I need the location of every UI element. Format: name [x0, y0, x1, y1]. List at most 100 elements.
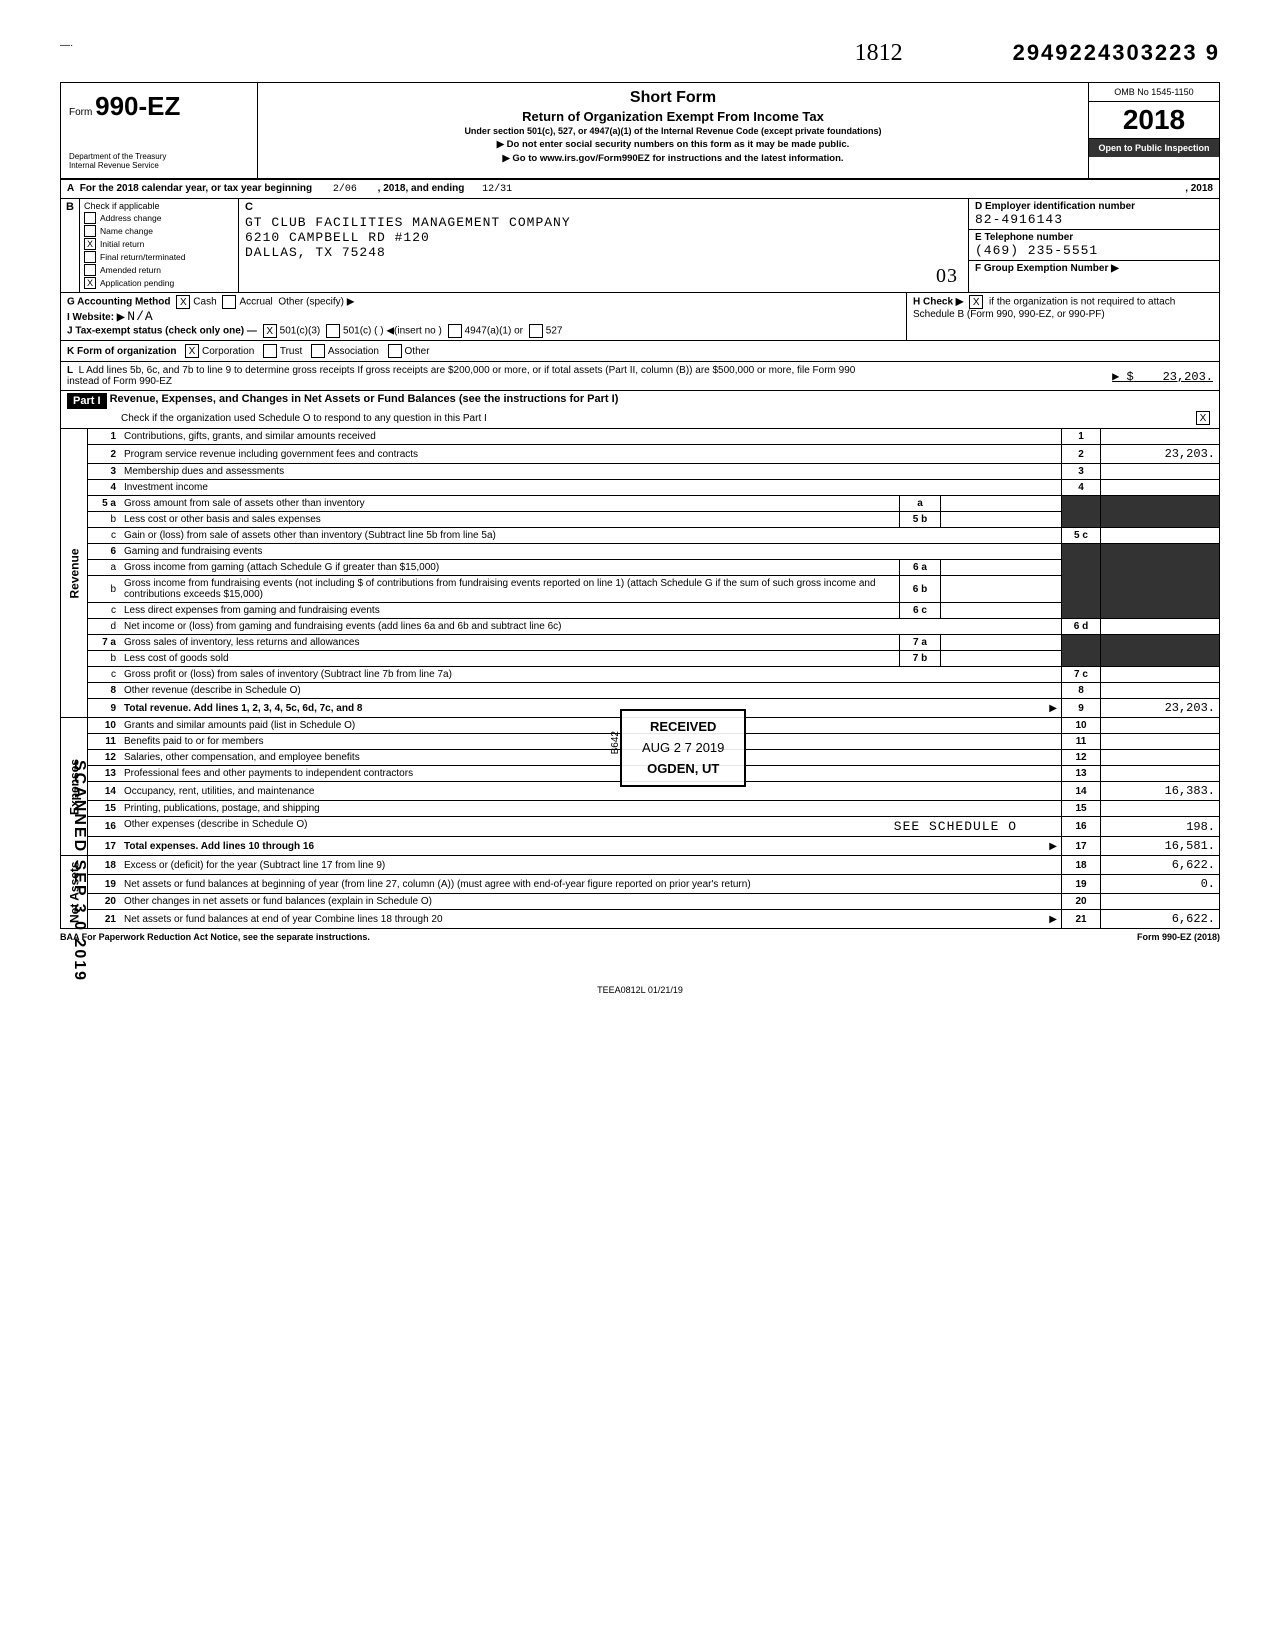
l5ab-shade [1062, 496, 1101, 528]
l21-desc: Net assets or fund balances at end of ye… [124, 914, 443, 925]
l1-no: 1 [88, 429, 121, 445]
part1-title: Revenue, Expenses, and Changes in Net As… [110, 393, 619, 405]
chk-corporation[interactable]: X [185, 344, 199, 358]
l18-no: 18 [88, 856, 121, 875]
l14-no: 14 [88, 782, 121, 801]
label-j: J Tax-exempt status (check only one) — [67, 326, 257, 337]
handwritten-mark: 1812 [855, 40, 903, 67]
lbl-other-method: Other (specify) ▶ [278, 297, 354, 308]
label-c: C [245, 201, 254, 213]
l18-amt: 6,622. [1101, 856, 1220, 875]
l20-amt [1101, 894, 1220, 910]
dln: 2949224303223 9 [1013, 40, 1220, 66]
l4-amt [1101, 480, 1220, 496]
l6b-mid: 6 b [899, 576, 941, 602]
l7c-no: c [88, 667, 121, 683]
chk-amended-return[interactable] [84, 264, 96, 276]
dept-treasury: Department of the Treasury Internal Reve… [69, 152, 249, 170]
chk-association[interactable] [311, 344, 325, 358]
row-k: K Form of organization XCorporation Trus… [60, 341, 1220, 362]
l21-num: 21 [1062, 910, 1101, 929]
main-title: Return of Organization Exempt From Incom… [268, 109, 1078, 124]
chk-cash[interactable]: X [176, 295, 190, 309]
l7b-desc: Less cost of goods sold [120, 651, 899, 666]
l7b-mid: 7 b [899, 651, 941, 666]
l6d-amt [1101, 619, 1220, 635]
side-net-assets: Net Assets [61, 856, 88, 929]
chk-501c3[interactable]: X [263, 324, 277, 338]
lbl-amended-return: Amended return [100, 265, 161, 275]
l11-no: 11 [88, 734, 121, 750]
l18-desc: Excess or (deficit) for the year (Subtra… [120, 856, 1062, 875]
l6d-no: d [88, 619, 121, 635]
l6d-desc: Net income or (loss) from gaming and fun… [120, 619, 1062, 635]
l13-desc: Professional fees and other payments to … [120, 766, 1062, 782]
l7a-no: 7 a [88, 635, 121, 651]
l6a-mamt [941, 560, 1061, 575]
l2-amt: 23,203. [1101, 445, 1220, 464]
l17-amt: 16,581. [1101, 837, 1220, 856]
chk-h[interactable]: X [969, 295, 983, 309]
chk-final-return[interactable] [84, 251, 96, 263]
lbl-address-change: Address change [100, 213, 161, 223]
chk-4947[interactable] [448, 324, 462, 338]
org-name: GT CLUB FACILITIES MANAGEMENT COMPANY [245, 215, 962, 230]
chk-schedule-o[interactable]: X [1196, 411, 1210, 425]
lbl-final-return: Final return/terminated [100, 252, 186, 262]
chk-501c[interactable] [326, 324, 340, 338]
l5b-no: b [88, 512, 121, 528]
l17-arrow: ▶ [1049, 841, 1057, 852]
footer-right: Form 990-EZ (2018) [1137, 932, 1220, 942]
l5b-desc: Less cost or other basis and sales expen… [120, 512, 899, 527]
chk-527[interactable] [529, 324, 543, 338]
chk-other-org[interactable] [388, 344, 402, 358]
l20-no: 20 [88, 894, 121, 910]
l4-desc: Investment income [120, 480, 1062, 496]
lbl-corporation: Corporation [202, 346, 254, 357]
l6c-mid: 6 c [899, 603, 941, 618]
l12-no: 12 [88, 750, 121, 766]
tax-year: 2018 [1089, 102, 1219, 139]
lbl-accrual: Accrual [239, 297, 272, 308]
header-block: Form 990-EZ Department of the Treasury I… [60, 82, 1220, 180]
l1-desc: Contributions, gifts, grants, and simila… [120, 429, 1062, 445]
l10-desc: Grants and similar amounts paid (list in… [120, 718, 1062, 734]
check-if-applicable: Check if applicable Address change Name … [80, 199, 239, 292]
ein: 82-4916143 [975, 212, 1063, 227]
l9-amt: 23,203. [1101, 699, 1220, 718]
l11-num: 11 [1062, 734, 1101, 750]
l6a-mid: 6 a [899, 560, 941, 575]
l8-num: 8 [1062, 683, 1101, 699]
lbl-association: Association [328, 346, 379, 357]
chk-address-change[interactable] [84, 212, 96, 224]
l10-amt [1101, 718, 1220, 734]
chk-initial-return[interactable]: X [84, 238, 96, 250]
row-a-mid: , 2018, and ending [378, 183, 465, 194]
note-instructions: ▶ Go to www.irs.gov/Form990EZ for instru… [268, 153, 1078, 164]
l20-num: 20 [1062, 894, 1101, 910]
chk-trust[interactable] [263, 344, 277, 358]
label-b: B [61, 199, 80, 292]
l17-desc: Total expenses. Add lines 10 through 16 [124, 841, 314, 852]
l2-desc: Program service revenue including govern… [120, 445, 1062, 464]
l5a-mid: a [899, 496, 941, 511]
l18-num: 18 [1062, 856, 1101, 875]
lbl-other-org: Other [405, 346, 430, 357]
note-ssn: ▶ Do not enter social security numbers o… [268, 139, 1078, 150]
chk-application-pending[interactable]: X [84, 277, 96, 289]
l17-no: 17 [88, 837, 121, 856]
l7c-num: 7 c [1062, 667, 1101, 683]
l7c-amt [1101, 667, 1220, 683]
l19-no: 19 [88, 875, 121, 894]
l5a-mamt [941, 496, 1061, 511]
chk-name-change[interactable] [84, 225, 96, 237]
chk-accrual[interactable] [222, 295, 236, 309]
part1-header: Part I [67, 393, 107, 409]
l11-amt [1101, 734, 1220, 750]
side-revenue: Revenue [61, 429, 88, 718]
l12-amt [1101, 750, 1220, 766]
l4-num: 4 [1062, 480, 1101, 496]
l16-sched: SEE SCHEDULE O [894, 819, 1017, 834]
l6a-desc: Gross income from gaming (attach Schedul… [120, 560, 899, 575]
l9-num: 9 [1062, 699, 1101, 718]
